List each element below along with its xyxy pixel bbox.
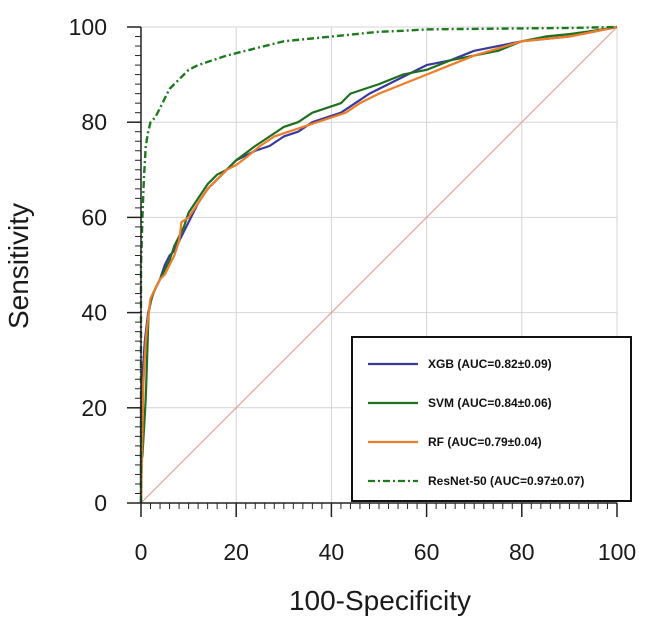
- axes: [127, 26, 618, 517]
- x-axis-title: 100-Specificity: [289, 585, 471, 616]
- y-tick-label: 80: [81, 109, 107, 135]
- reference-line-layer: [140, 26, 618, 504]
- x-tick-label: 20: [223, 539, 249, 565]
- y-tick-label: 20: [81, 395, 107, 421]
- series-line-rf: [139, 25, 618, 504]
- x-tick-label: 80: [509, 539, 535, 565]
- legend: XGB (AUC=0.82±0.09) SVM (AUC=0.84±0.06) RF…: [351, 336, 632, 502]
- x-tick-label: 40: [319, 539, 345, 565]
- y-tick-label: 100: [69, 14, 107, 40]
- tick-labels: 0 20 40 60 80 100 0 20 40 60 80 100: [69, 14, 637, 565]
- series-line-resnet-50: [139, 25, 618, 503]
- y-tick-label: 40: [81, 300, 107, 326]
- legend-label-resnet-50: ResNet-50 (AUC=0.97±0.07): [428, 474, 584, 488]
- y-axis-title: Sensitivity: [3, 203, 34, 329]
- legend-label-rf: RF (AUC=0.79±0.04): [428, 435, 542, 449]
- y-tick-label: 0: [94, 490, 107, 516]
- series-layer: [139, 25, 618, 504]
- y-tick-label: 60: [81, 204, 107, 230]
- reference-diagonal-line: [140, 26, 618, 504]
- x-tick-label: 100: [598, 539, 636, 565]
- x-tick-label: 60: [414, 539, 440, 565]
- legend-label-svm: SVM (AUC=0.84±0.06): [428, 396, 552, 410]
- x-tick-label: 0: [135, 539, 148, 565]
- legend-label-xgb: XGB (AUC=0.82±0.09): [428, 357, 552, 371]
